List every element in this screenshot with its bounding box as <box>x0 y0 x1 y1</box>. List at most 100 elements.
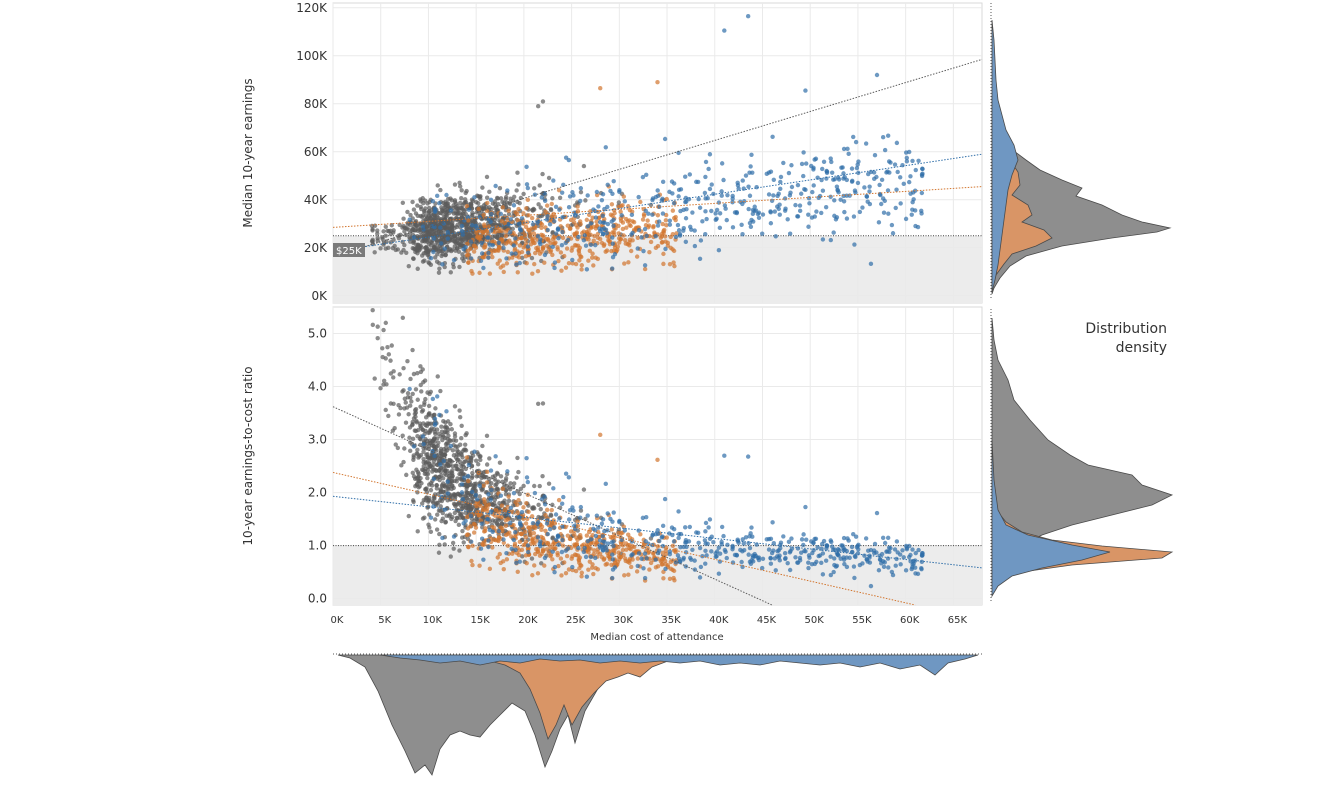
ratio-point <box>403 420 409 425</box>
ratio-point <box>703 548 708 554</box>
ratio-point <box>901 555 906 560</box>
ratio-point <box>479 521 484 526</box>
ratio-point <box>518 522 523 527</box>
ratio-point <box>590 565 595 570</box>
earnings-point <box>801 173 806 179</box>
earnings-point <box>468 201 474 206</box>
earnings-point <box>616 231 621 236</box>
earnings-point <box>716 248 722 253</box>
earnings-point <box>787 231 793 236</box>
ratio-point <box>548 545 553 550</box>
ratio-point <box>480 486 486 492</box>
earnings-point <box>670 208 676 213</box>
earnings-point <box>598 86 603 91</box>
ratio-point <box>600 533 606 539</box>
earnings-point <box>866 171 871 177</box>
ratio-point <box>448 458 453 463</box>
ratio-point <box>566 567 572 572</box>
earnings-point <box>574 243 579 248</box>
earnings-point <box>799 161 805 167</box>
earnings-point <box>656 219 662 224</box>
ratio-point <box>437 531 442 537</box>
ratio-point <box>528 529 533 534</box>
ratio-point <box>487 456 492 461</box>
right-top-density-blue <box>991 19 1019 293</box>
ratio-point <box>795 546 801 551</box>
ratio-point <box>391 375 396 380</box>
ratio-point <box>423 461 429 466</box>
ratio-point <box>547 527 553 532</box>
earnings-point <box>421 251 426 256</box>
earnings-point <box>678 187 684 192</box>
earnings-point <box>496 240 502 245</box>
earnings-point <box>529 255 535 261</box>
ratio-point <box>903 568 909 573</box>
earnings-point <box>638 199 643 205</box>
ratio-point <box>400 315 406 320</box>
earnings-point <box>594 219 599 225</box>
ratio-point <box>609 562 614 568</box>
ratio-point <box>647 567 652 572</box>
earnings-point <box>423 236 428 242</box>
ratio-point <box>789 536 794 541</box>
earnings-point <box>552 241 557 246</box>
earnings-point <box>645 218 650 223</box>
earnings-point <box>752 204 757 209</box>
earnings-point <box>754 184 759 190</box>
ratio-point <box>588 537 594 542</box>
ratio-point <box>438 455 444 461</box>
earnings-point <box>771 193 776 198</box>
ratio-point <box>610 552 615 557</box>
earnings-point <box>485 200 490 206</box>
earnings-point <box>809 163 814 169</box>
ratio-point <box>370 308 375 313</box>
ratio-point <box>460 455 465 460</box>
ratio-point <box>507 487 513 492</box>
ratio-point <box>785 560 790 566</box>
ratio-point <box>495 555 500 560</box>
earnings-points <box>369 14 925 276</box>
earnings-point <box>651 225 656 230</box>
ratio-point <box>423 487 428 492</box>
ratio-point <box>629 553 634 558</box>
earnings-point <box>405 209 410 215</box>
earnings-point <box>551 178 556 183</box>
earnings-y-tick-label: 120K <box>296 1 328 15</box>
ratio-point <box>529 524 534 530</box>
earnings-point <box>488 228 494 233</box>
ratio-point <box>490 545 495 550</box>
earnings-point <box>517 260 522 266</box>
earnings-point <box>644 233 649 239</box>
earnings-point <box>514 188 519 193</box>
ratio-point <box>887 549 892 555</box>
ratio-point <box>545 540 551 546</box>
earnings-point <box>552 219 557 224</box>
ratio-point <box>457 512 463 517</box>
earnings-point <box>819 177 824 183</box>
earnings-point <box>867 184 872 189</box>
ratio-point <box>838 556 843 561</box>
ratio-point <box>504 557 510 562</box>
earnings-point <box>505 249 511 255</box>
earnings-point <box>503 229 509 234</box>
ratio-point <box>540 401 546 406</box>
earnings-point <box>674 231 679 236</box>
earnings-point <box>908 174 913 179</box>
ratio-point <box>478 457 483 463</box>
earnings-point <box>388 231 394 237</box>
ratio-point <box>525 479 531 485</box>
earnings-point <box>550 229 555 235</box>
threshold-badge <box>333 243 365 257</box>
earnings-point <box>461 200 467 206</box>
earnings-point <box>909 212 914 217</box>
ratio-point <box>505 469 510 474</box>
ratio-point <box>556 542 561 547</box>
ratio-point <box>660 523 666 529</box>
earnings-point <box>453 201 459 206</box>
ratio-point <box>544 547 550 552</box>
earnings-point <box>524 206 529 211</box>
ratio-point <box>402 446 407 451</box>
ratio-point <box>760 556 766 561</box>
earnings-point <box>660 211 666 216</box>
ratio-point <box>433 421 438 426</box>
